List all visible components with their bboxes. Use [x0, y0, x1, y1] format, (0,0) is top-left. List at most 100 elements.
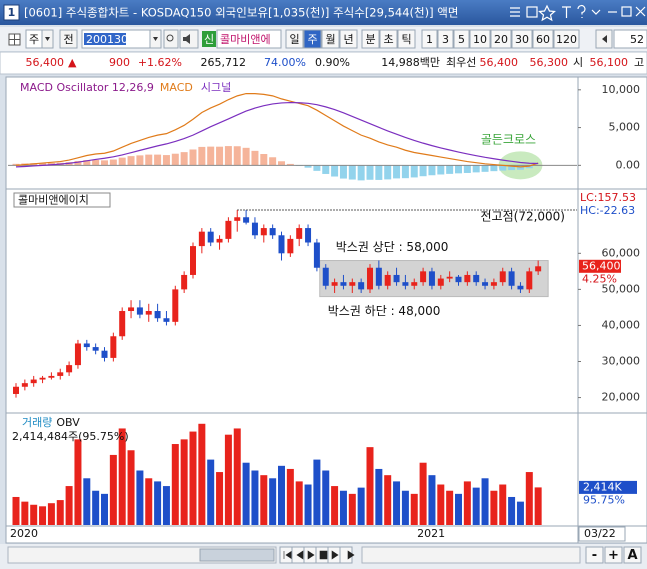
- y-tick-label: 10,000: [602, 83, 641, 96]
- scroll-track-2[interactable]: [361, 546, 581, 564]
- volume-bar: [145, 478, 153, 525]
- volume-bar: [65, 486, 73, 525]
- oscillator-bar: [154, 154, 162, 166]
- volume-bar: [472, 487, 480, 525]
- oscillator-bar: [39, 163, 47, 166]
- candle-body: [340, 282, 347, 286]
- volume-bar: [171, 444, 179, 525]
- interval-button[interactable]: [421, 29, 438, 49]
- zoom-button[interactable]: [585, 546, 604, 564]
- last-pct-label: 4.25%: [582, 272, 617, 285]
- collapse-icon[interactable]: [591, 9, 601, 15]
- quote-high-label: 고: [634, 56, 644, 69]
- x-tick-label: 2020: [10, 527, 38, 540]
- volume-bar: [375, 468, 383, 525]
- period-button[interactable]: [303, 29, 322, 49]
- help-icon[interactable]: [577, 4, 586, 18]
- legend-entry: MACD: [160, 81, 193, 94]
- volume-info: 2,414,484주(95.75%): [12, 430, 129, 443]
- grid-icon[interactable]: [8, 33, 21, 46]
- period-text: 주: [307, 33, 317, 46]
- quote-change-pct: +1.62%: [138, 56, 182, 69]
- candle-body: [278, 235, 285, 254]
- candle-body: [384, 274, 391, 286]
- count-field[interactable]: [613, 29, 647, 49]
- candle-body: [163, 318, 170, 322]
- menu-icon[interactable]: [510, 7, 520, 17]
- scroll-thumb[interactable]: [199, 548, 275, 562]
- volume-bar: [260, 475, 268, 525]
- zoom-text: -: [592, 548, 597, 563]
- interval-button[interactable]: [532, 29, 554, 49]
- layout-icon[interactable]: [526, 6, 538, 18]
- maximize-icon[interactable]: [621, 6, 632, 17]
- candle-body: [101, 350, 108, 358]
- candle-body: [287, 238, 294, 254]
- oscillator-bar: [269, 157, 277, 166]
- period-button[interactable]: [321, 29, 340, 49]
- title-bar: [0, 0, 647, 25]
- legend-entry: OBV: [56, 416, 80, 429]
- search-button[interactable]: [163, 29, 179, 49]
- macd-title: MACD Oscillator 12,26,9: [20, 81, 154, 94]
- star-icon[interactable]: [538, 4, 556, 22]
- close-icon[interactable]: [635, 6, 646, 17]
- quote-bar: [0, 51, 647, 75]
- oscillator-bar: [455, 165, 462, 174]
- interval-button[interactable]: [511, 29, 533, 49]
- candle-body: [428, 271, 435, 286]
- font-icon[interactable]: [562, 6, 571, 18]
- current-date-box: [578, 526, 626, 542]
- volume-bar: [216, 472, 224, 525]
- prev-button[interactable]: [59, 29, 78, 49]
- oscillator-bar: [490, 165, 498, 172]
- candle-body: [437, 278, 444, 286]
- interval-button[interactable]: [469, 29, 491, 49]
- candle-body: [402, 282, 409, 286]
- last-volume-pct: 95.75%: [583, 493, 625, 506]
- oscillator-bar: [446, 165, 454, 174]
- volume-bar: [136, 470, 144, 525]
- annotation: 골든크로스: [481, 133, 536, 147]
- period-button[interactable]: [397, 29, 416, 49]
- y-tick-label: 5,000: [609, 121, 641, 134]
- volume-bar: [463, 481, 471, 525]
- volume-bar: [39, 506, 47, 525]
- volume-bar: [508, 496, 516, 525]
- candle-body: [358, 282, 365, 290]
- nav-icon: [296, 550, 304, 560]
- code-selection: [84, 33, 126, 45]
- box-lower-label: 박스권 하단 : 48,000: [328, 304, 441, 318]
- volume-bar: [437, 484, 445, 525]
- last-volume-label: 2,414K: [583, 480, 622, 493]
- oscillator-bar: [410, 165, 418, 178]
- volume-bar: [56, 500, 64, 525]
- zoom-button[interactable]: [604, 546, 623, 564]
- y-tick-label: 60,000: [602, 246, 641, 259]
- period-button[interactable]: [379, 29, 398, 49]
- interval-button[interactable]: [453, 29, 470, 49]
- candle-body: [30, 379, 37, 384]
- chart-label: 콜마비앤에이치: [18, 194, 89, 207]
- period-button[interactable]: [361, 29, 380, 49]
- period-button[interactable]: [285, 29, 304, 49]
- oscillator-bar: [127, 156, 135, 166]
- period-text: 년: [343, 33, 353, 46]
- name-field[interactable]: [216, 29, 282, 49]
- oscillator-bar: [375, 165, 383, 180]
- oscillator-bar: [101, 160, 108, 166]
- zoom-button[interactable]: [623, 546, 642, 564]
- oscillator-bar: [180, 152, 188, 166]
- volume-bar: [516, 501, 524, 525]
- volume-bar: [348, 493, 356, 525]
- volume-bar: [534, 487, 542, 525]
- interval-button[interactable]: [553, 29, 580, 49]
- volume-bar: [198, 423, 206, 525]
- period-button[interactable]: [339, 29, 358, 49]
- prev-high-label: 전고점(72,000): [481, 210, 565, 224]
- interval-button[interactable]: [490, 29, 512, 49]
- quote-open-label: 시: [573, 56, 583, 69]
- interval-button[interactable]: [437, 29, 454, 49]
- oscillator-bar: [366, 165, 374, 180]
- volume-bar: [428, 475, 436, 525]
